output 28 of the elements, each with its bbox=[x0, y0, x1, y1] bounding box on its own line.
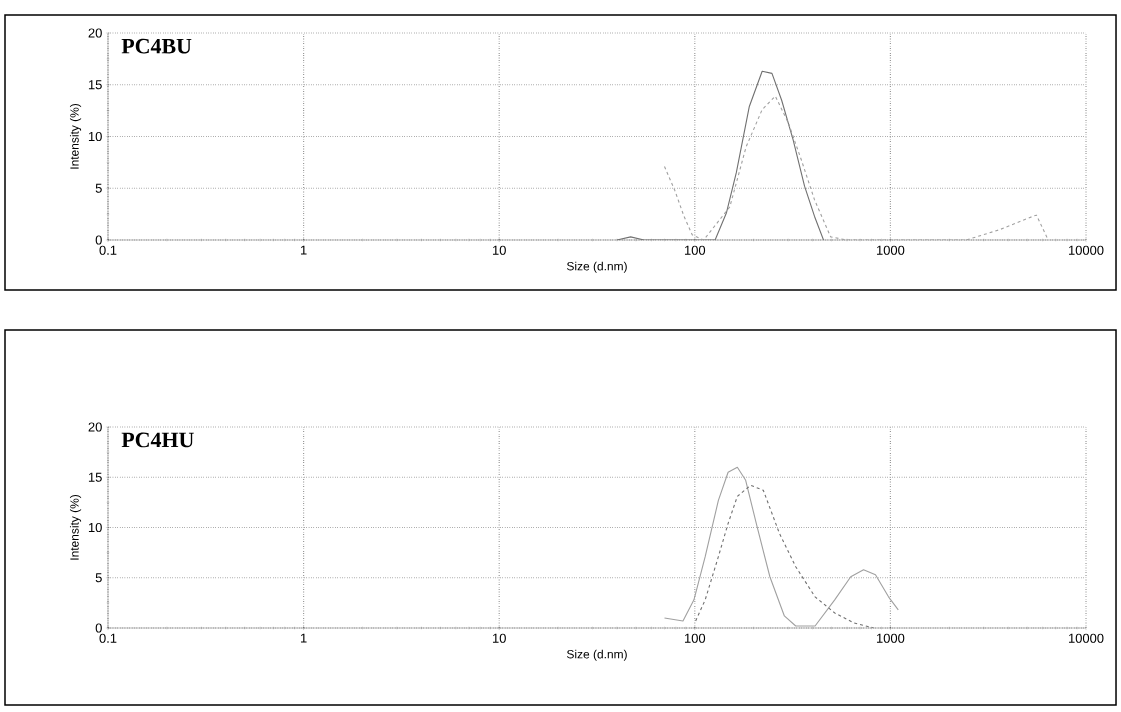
x-tick-label: 100 bbox=[684, 245, 706, 255]
y-tick-label: 5 bbox=[95, 183, 102, 193]
x-tick-label: 100 bbox=[684, 633, 706, 643]
x-tick-label: 10000 bbox=[1068, 245, 1104, 255]
y-tick-label: 20 bbox=[88, 422, 102, 432]
y-tick-label: 5 bbox=[95, 573, 102, 583]
x-tick-label: 10000 bbox=[1068, 633, 1104, 643]
x-tick-label: 10 bbox=[492, 245, 506, 255]
y-tick-label: 10 bbox=[88, 131, 102, 142]
x-tick-label: 0.1 bbox=[99, 633, 117, 643]
x-tick-label: 1000 bbox=[876, 633, 905, 643]
x-tick-label: 10 bbox=[492, 633, 506, 643]
y-axis-title: Intensity (%) bbox=[69, 104, 82, 169]
chart-title: PC4BU bbox=[121, 38, 192, 54]
y-axis-title: Intensity (%) bbox=[69, 495, 82, 560]
y-tick-label: 0 bbox=[95, 623, 102, 633]
x-axis-title: Size (d.nm) bbox=[566, 261, 627, 273]
y-tick-label: 15 bbox=[88, 472, 102, 482]
chart-title: PC4HU bbox=[121, 432, 194, 448]
x-tick-label: 1 bbox=[300, 633, 307, 643]
y-tick-label: 0 bbox=[95, 235, 102, 245]
y-tick-label: 15 bbox=[88, 80, 102, 90]
x-axis-title: Size (d.nm) bbox=[566, 649, 627, 661]
x-tick-label: 0.1 bbox=[99, 245, 117, 255]
x-tick-label: 1000 bbox=[876, 245, 905, 255]
y-tick-label: 20 bbox=[88, 28, 102, 38]
y-tick-label: 10 bbox=[88, 522, 102, 533]
x-tick-label: 1 bbox=[300, 245, 307, 255]
